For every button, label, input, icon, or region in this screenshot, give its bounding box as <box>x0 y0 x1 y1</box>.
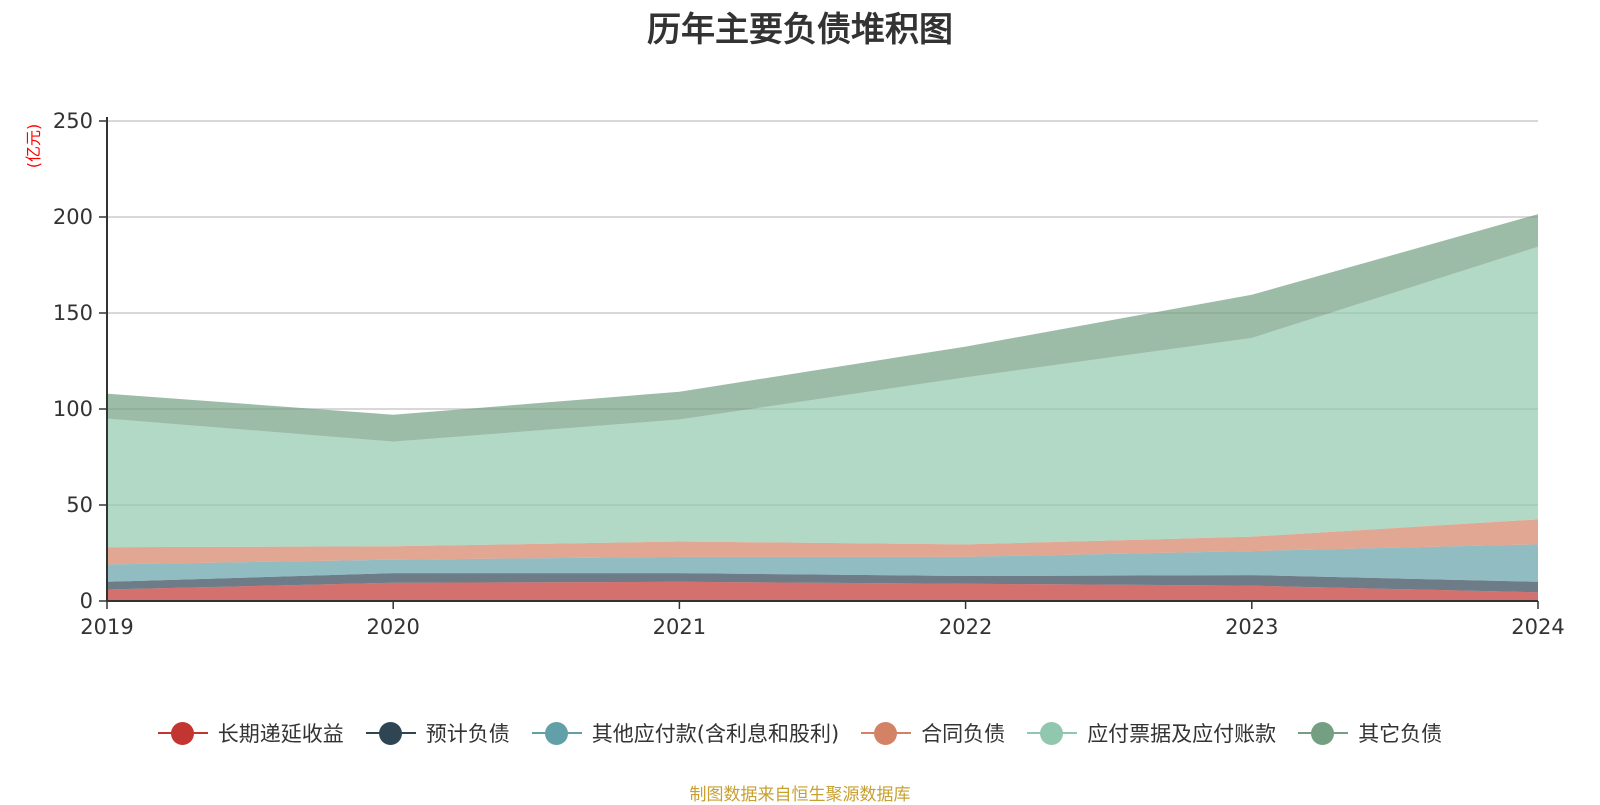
legend-item-2[interactable]: 预计负债 <box>365 718 510 748</box>
legend-label: 其它负债 <box>1358 722 1443 746</box>
legend: 长期递延收益 预计负债 其他应付款(含利息和股利) 合同负债 应付票据及应付账款 其它负债 <box>0 718 1600 748</box>
axes: 0 50 100 150 200 250 2019 2020 2021 2022 2023 2024 <box>53 109 1565 639</box>
y-tick-label: 150 <box>53 301 93 325</box>
y-tick-label: 50 <box>66 493 93 517</box>
legend-marker-icon <box>365 720 416 746</box>
y-tick-label: 250 <box>53 109 93 133</box>
series-area-3[interactable] <box>107 544 1538 582</box>
y-tick-label: 200 <box>53 205 93 229</box>
legend-item-4[interactable]: 合同负债 <box>861 718 1005 748</box>
chart-title: 历年主要负债堆积图 <box>647 10 953 50</box>
legend-item-3[interactable]: 其他应付款(含利息和股利) <box>531 718 840 748</box>
series-area-6[interactable] <box>107 214 1538 442</box>
x-tick-label: 2023 <box>1225 615 1278 639</box>
y-axis-unit-label: (亿元) <box>24 124 43 169</box>
legend-marker-icon <box>861 720 912 746</box>
x-tick-label: 2019 <box>80 615 133 639</box>
data-source-note: 制图数据来自恒生聚源数据库 <box>689 785 911 805</box>
series-area-5[interactable] <box>107 246 1538 548</box>
legend-marker-icon <box>1027 720 1078 746</box>
legend-label: 长期递延收益 <box>217 722 344 746</box>
y-tick-label: 100 <box>53 397 93 421</box>
legend-marker-icon <box>157 720 208 746</box>
x-tick-label: 2022 <box>939 615 992 639</box>
series-area-4[interactable] <box>107 519 1538 565</box>
legend-item-6[interactable]: 其它负债 <box>1298 718 1442 748</box>
legend-item-1[interactable]: 长期递延收益 <box>157 718 344 748</box>
area-layer <box>107 214 1538 601</box>
legend-marker-icon <box>531 720 582 746</box>
x-tick-label: 2021 <box>653 615 706 639</box>
legend-label: 合同负债 <box>921 722 1006 746</box>
legend-label: 应付票据及应付账款 <box>1087 722 1277 746</box>
legend-label: 其他应付款(含利息和股利) <box>591 722 840 746</box>
legend-marker-icon <box>1298 720 1349 746</box>
legend-item-5[interactable]: 应付票据及应付账款 <box>1027 718 1276 748</box>
x-tick-label: 2020 <box>366 615 419 639</box>
y-tick-label: 0 <box>80 589 93 613</box>
legend-label: 预计负债 <box>425 722 510 746</box>
x-tick-label: 2024 <box>1511 615 1564 639</box>
series-area-2[interactable] <box>107 573 1538 593</box>
series-area-1[interactable] <box>107 581 1538 601</box>
